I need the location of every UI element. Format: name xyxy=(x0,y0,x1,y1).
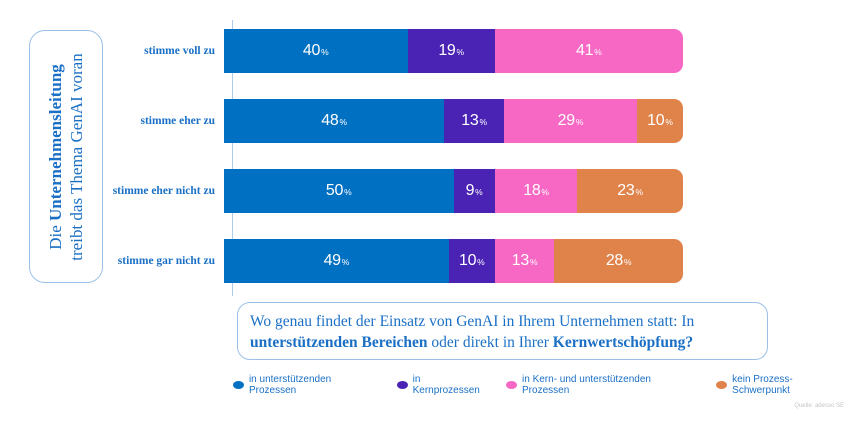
source-credit: Quelle: adesso SE xyxy=(794,403,844,409)
legend-item: kein Prozess-Schwerpunkt xyxy=(716,374,850,396)
chart-row: stimme voll zu 40% 19% 41% xyxy=(0,29,692,73)
segment-value: 19% xyxy=(438,42,465,59)
legend-item: in Kernprozessen xyxy=(396,374,490,396)
chart-row: stimme eher nicht zu 50% 9% 18% 23% xyxy=(0,169,692,213)
legend-item: in unterstützenden Prozessen xyxy=(233,374,381,396)
stacked-bar: 49% 10% 13% 28% xyxy=(224,239,683,283)
bar-segment: 13% xyxy=(444,99,504,143)
segment-value: 10% xyxy=(458,252,485,269)
stacked-bar: 48% 13% 29% 10% xyxy=(224,99,683,143)
bar-segment: 28% xyxy=(554,239,683,283)
segment-value: 48% xyxy=(321,112,348,129)
chart-row: stimme gar nicht zu 49% 10% 13% 28% xyxy=(0,239,692,283)
bar-segment: 48% xyxy=(224,99,445,143)
segment-value: 10% xyxy=(647,112,673,129)
bar-segment: 23% xyxy=(577,169,683,213)
bar-segment: 13% xyxy=(494,239,555,283)
bar-segment: 19% xyxy=(407,29,495,73)
bar-segment: 9% xyxy=(453,169,495,213)
bar-segment: 10% xyxy=(448,239,495,283)
bar-segment: 40% xyxy=(224,29,408,73)
statement-box: Die Unternehmensleitung treibt das Thema… xyxy=(29,30,103,283)
question-mid: oder direkt in Ihrer xyxy=(427,334,553,352)
chart-row: stimme eher zu 48% 13% 29% 10% xyxy=(0,99,692,143)
legend-label: in Kern- und unterstützenden Prozessen xyxy=(522,374,651,396)
chart-rows: stimme voll zu 40% 19% 41% stimme eher zu 48%… xyxy=(0,29,692,283)
segment-value: 13% xyxy=(511,252,538,269)
bar-segment: 29% xyxy=(503,99,638,143)
legend-dot-icon xyxy=(716,381,728,389)
segment-value: 28% xyxy=(605,252,632,269)
question-line1: Wo genau findet der Einsatz von GenAI in… xyxy=(250,313,695,330)
legend-label: in Kernprozessen xyxy=(412,374,480,396)
category-label: stimme gar nicht zu xyxy=(117,255,215,267)
bar-segment: 50% xyxy=(224,169,454,213)
question-bold2: Kernwertschöpfung? xyxy=(552,334,694,352)
stacked-bar: 50% 9% 18% 23% xyxy=(224,169,683,213)
category-label: stimme eher zu xyxy=(140,115,215,127)
segment-value: 40% xyxy=(302,42,329,59)
segment-value: 29% xyxy=(557,112,584,129)
segment-value: 41% xyxy=(576,42,602,59)
bar-segment: 49% xyxy=(224,239,449,283)
legend-dot-icon xyxy=(396,381,408,389)
segment-value: 49% xyxy=(323,252,350,269)
category-label: stimme voll zu xyxy=(144,45,215,57)
category-label: stimme eher nicht zu xyxy=(112,185,215,197)
stacked-bar: 40% 19% 41% xyxy=(224,29,683,73)
segment-value: 13% xyxy=(461,112,488,129)
legend-label: in unterstützenden Prozessen xyxy=(248,374,332,396)
bar-segment: 18% xyxy=(494,169,578,213)
segment-value: 18% xyxy=(523,182,549,199)
legend: in unterstützenden Prozessen in Kernproze… xyxy=(233,374,850,396)
legend-dot-icon xyxy=(506,381,518,389)
legend-label: kein Prozess-Schwerpunkt xyxy=(732,374,793,396)
bar-segment: 41% xyxy=(494,29,683,73)
segment-value: 23% xyxy=(617,182,644,199)
legend-item: in Kern- und unterstützenden Prozessen xyxy=(506,374,700,396)
bar-segment: 10% xyxy=(637,99,683,143)
segment-value: 9% xyxy=(465,182,483,199)
question-box: Wo genau findet der Einsatz von GenAI in… xyxy=(237,302,768,360)
question-bold1: unterstützenden Bereichen xyxy=(250,334,428,352)
legend-dot-icon xyxy=(233,381,244,389)
segment-value: 50% xyxy=(325,182,352,199)
axis-line xyxy=(232,20,233,296)
